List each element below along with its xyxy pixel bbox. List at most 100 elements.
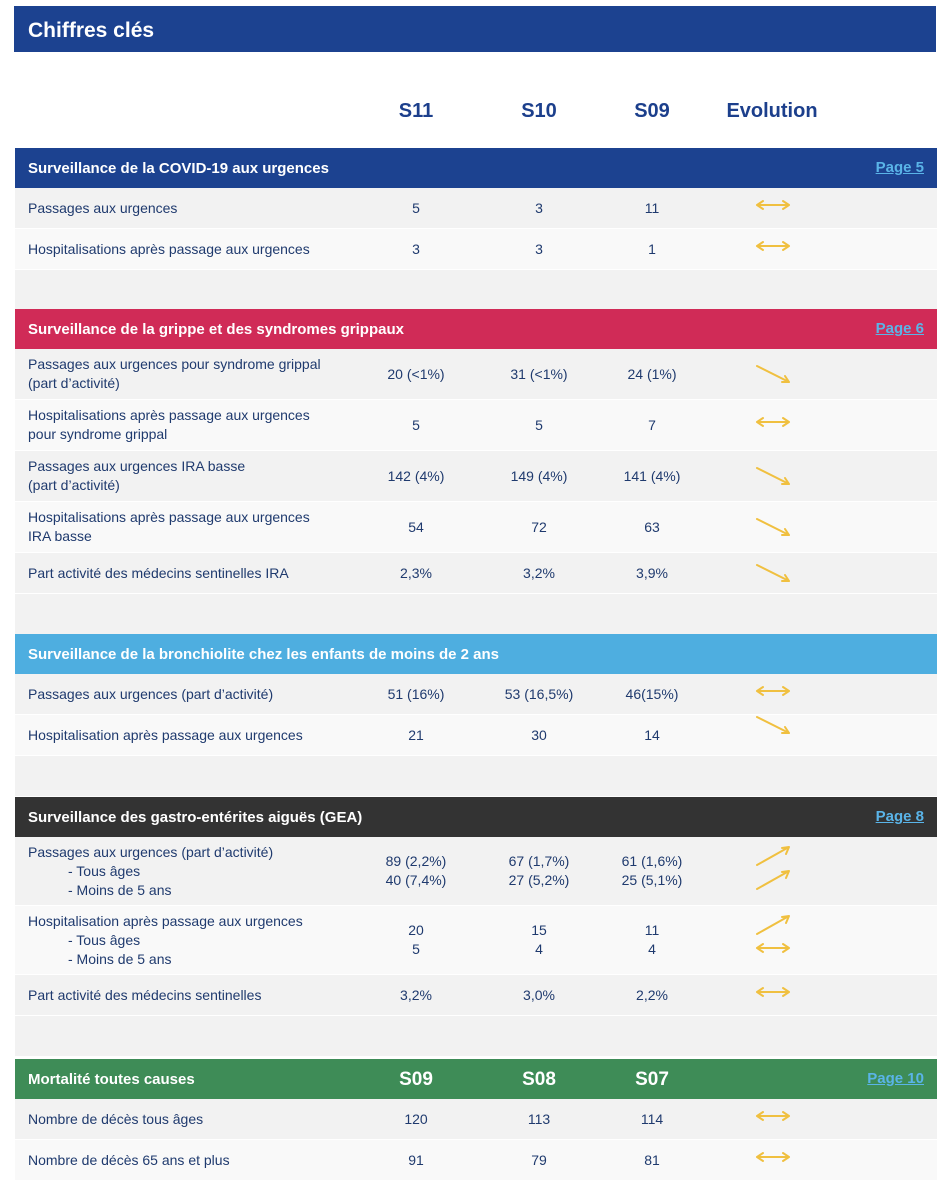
trend-stable-icon	[753, 980, 793, 1004]
cell-value: 63	[644, 518, 660, 537]
section: Surveillance des gastro-entérites aiguës…	[15, 797, 937, 1056]
cell-line: 40 (7,4%)	[385, 872, 447, 888]
cell-line: 3,2%	[400, 986, 432, 1003]
page-link[interactable]: Page 6	[875, 320, 924, 337]
cell-value: 149 (4%)	[511, 467, 568, 486]
cell-value: 2,2%	[636, 986, 668, 1005]
cell-value: 67 (1,7%) 27 (5,2%)	[509, 852, 570, 890]
cell-line: 141 (4%)	[623, 467, 681, 484]
section-spacer	[15, 594, 937, 634]
cell-line: 11	[644, 922, 660, 938]
row-label-line: - Moins de 5 ans	[68, 881, 172, 898]
cell-value: 20 5	[408, 921, 424, 959]
cell-line: 4	[648, 941, 656, 957]
table-row: Hospitalisation après passage aux urgenc…	[15, 906, 937, 975]
section-rows: Passages aux urgences 5 3 11 Hospitalisation…	[15, 188, 937, 270]
cell-line: 3,9%	[636, 564, 668, 581]
cell-value: 89 (2,2%) 40 (7,4%)	[386, 852, 447, 890]
cell-value: 3	[535, 199, 543, 218]
section-rows: Passages aux urgences (part d’activité) -…	[15, 837, 937, 1016]
cell-value: 3	[535, 240, 543, 259]
trend-down-icon	[753, 362, 793, 386]
page-link[interactable]: Page 10	[867, 1070, 924, 1087]
row-label: Passages aux urgences	[28, 199, 177, 218]
table-row: Hospitalisation après passage aux urgenc…	[15, 715, 937, 756]
cell-line: 51 (16%)	[387, 685, 445, 702]
row-label: Hospitalisation après passage aux urgenc…	[28, 912, 303, 969]
cell-line: 3	[535, 199, 543, 216]
section: Surveillance de la COVID-19 aux urgences…	[15, 148, 937, 310]
cell-value: 14	[644, 726, 660, 745]
cell-line: 30	[531, 726, 547, 743]
cell-value: 11	[645, 199, 660, 218]
row-label-line: Passages aux urgences IRA basse	[28, 458, 246, 474]
trend-up-icon	[753, 867, 793, 891]
table-row: Passages aux urgences (part d’activité) 5…	[15, 674, 937, 715]
cell-line: 91	[408, 1151, 424, 1168]
cell-line: 63	[644, 518, 660, 535]
cell-value: 142 (4%)	[388, 467, 445, 486]
cell-line: 7	[648, 416, 656, 433]
cell-line: 142 (4%)	[387, 467, 445, 484]
column-header: S07	[635, 1069, 669, 1090]
cell-value: 3,0%	[523, 986, 555, 1005]
cell-line: 114	[640, 1110, 664, 1127]
cell-value: 113	[528, 1110, 550, 1129]
cell-value: 5	[412, 416, 420, 435]
cell-value: 3,9%	[636, 564, 668, 583]
row-label: Part activité des médecins sentinelles	[28, 986, 261, 1005]
cell-value: 15 4	[531, 921, 547, 959]
cell-line: 3	[535, 240, 543, 257]
cell-line: 11	[644, 199, 660, 216]
cell-line: 14	[644, 726, 660, 743]
section-header: Surveillance des gastro-entérites aiguës…	[15, 797, 937, 837]
cell-line: 4	[535, 941, 543, 957]
cell-value: 1	[648, 240, 656, 259]
cell-value: 24 (1%)	[627, 365, 676, 384]
cell-value: 61 (1,6%) 25 (5,1%)	[622, 852, 683, 890]
row-label-line: (part d’activité)	[28, 375, 120, 391]
cell-value: 91	[408, 1151, 424, 1170]
row-label: Nombre de décès 65 ans et plus	[28, 1151, 230, 1170]
table-row: Part activité des médecins sentinelles 3,…	[15, 975, 937, 1016]
table-row: Nombre de décès 65 ans et plus 91 79 81	[15, 1140, 937, 1181]
table-row: Hospitalisations après passage aux urgen…	[15, 229, 937, 270]
cell-value: 72	[531, 518, 547, 537]
cell-line: 3,0%	[523, 986, 555, 1003]
row-label-line: Passages aux urgences	[28, 199, 178, 216]
cell-line: 5	[412, 941, 420, 957]
row-label-line: IRA basse	[28, 528, 92, 544]
row-label-line: - Tous âges	[68, 931, 141, 948]
section-header: Mortalité toutes causes Page 10 S09 S08 S07	[15, 1059, 937, 1099]
column-header: S08	[522, 1069, 556, 1090]
trend-stable-icon	[753, 936, 793, 960]
cell-value: 3	[412, 240, 420, 259]
table-row: Passages aux urgences (part d’activité) -…	[15, 837, 937, 906]
cell-line: 1	[648, 240, 656, 257]
cell-line: 113	[527, 1110, 551, 1127]
cell-value: 20 (<1%)	[387, 365, 444, 384]
section-spacer	[15, 1016, 937, 1056]
trend-stable-icon	[753, 193, 793, 217]
section-header: Surveillance de la grippe et des syndrom…	[15, 309, 937, 349]
cell-line: 20 (<1%)	[387, 365, 445, 382]
cell-value: 2,3%	[400, 564, 432, 583]
trend-stable-icon	[753, 1104, 793, 1128]
cell-value: 7	[648, 416, 656, 435]
cell-line: 53 (16,5%)	[504, 685, 574, 702]
row-label-line: Part activité des médecins sentinelles	[28, 986, 262, 1003]
column-header-s09: S09	[634, 100, 670, 122]
row-label-line: Hospitalisation après passage aux urgenc…	[28, 912, 303, 929]
section-spacer	[15, 270, 937, 310]
cell-value: 5	[535, 416, 543, 435]
table-row: Passages aux urgences IRA basse (part d’a…	[15, 451, 937, 502]
page-link[interactable]: Page 8	[875, 808, 924, 825]
row-label-line: pour syndrome grippal	[28, 426, 168, 442]
cell-line: 120	[404, 1110, 428, 1127]
cell-value: 21	[408, 726, 424, 745]
cell-value: 54	[408, 518, 424, 537]
cell-line: 54	[408, 518, 424, 535]
cell-value: 79	[531, 1151, 547, 1170]
page-link[interactable]: Page 5	[875, 159, 924, 176]
